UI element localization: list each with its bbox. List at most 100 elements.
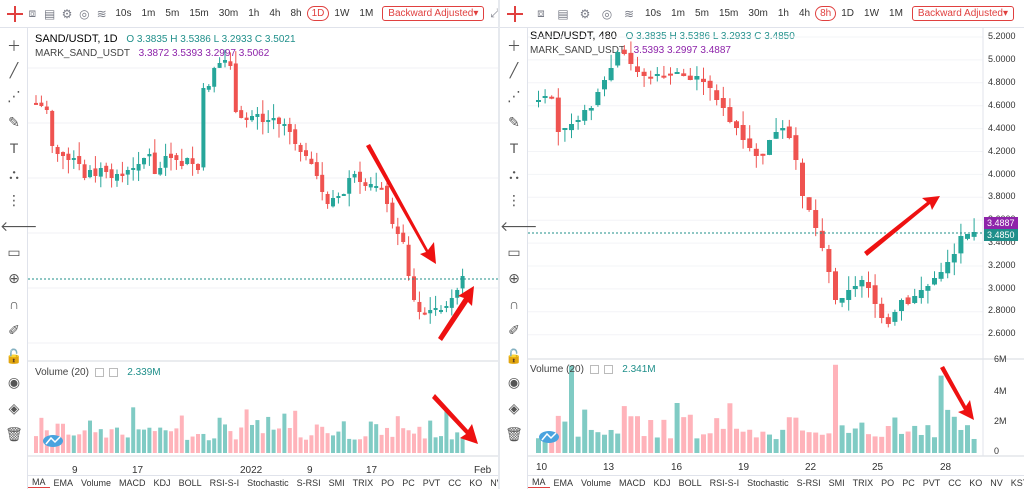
indicator-trix[interactable]: TRIX xyxy=(352,477,374,488)
indicator-kdj[interactable]: KDJ xyxy=(153,477,171,488)
interval-1w[interactable]: 1W xyxy=(864,8,880,19)
indicator-nv[interactable]: NV xyxy=(990,477,1003,488)
indicator-po[interactable]: PO xyxy=(381,477,395,488)
indicator-stochastic[interactable]: Stochastic xyxy=(247,477,289,488)
brush-icon[interactable]: ✎ xyxy=(8,114,20,130)
trash-icon[interactable]: 🗑 xyxy=(5,426,23,442)
back-arrow-icon[interactable]: 🡐 xyxy=(0,218,38,234)
interval-15m[interactable]: 15m xyxy=(718,8,739,19)
back-arrow-icon[interactable]: 🡐 xyxy=(500,218,538,234)
eye-icon[interactable]: ◉ xyxy=(507,374,521,390)
interval-15m[interactable]: 15m xyxy=(189,8,209,19)
indicator-ema[interactable]: EMA xyxy=(53,477,74,488)
trend-line-icon[interactable]: ╱ xyxy=(509,62,519,78)
indicator-nv[interactable]: NV xyxy=(490,477,500,488)
measure-icon[interactable]: ⋮ xyxy=(507,192,521,208)
indicator-cc[interactable]: CC xyxy=(948,477,962,488)
indicator-pvt[interactable]: PVT xyxy=(422,477,441,488)
indicator-boll[interactable]: BOLL xyxy=(678,477,702,488)
adjust-dropdown[interactable]: Backward Adjusted▾ xyxy=(382,6,485,21)
lock-icon[interactable]: 🔓 xyxy=(505,348,523,364)
expand-icon[interactable]: ⤢ xyxy=(490,6,500,20)
indicator-stochastic[interactable]: Stochastic xyxy=(747,477,789,488)
layers-icon[interactable]: ◈ xyxy=(508,400,520,416)
interval-4h[interactable]: 4h xyxy=(798,8,811,19)
calendar-icon[interactable]: ⧈ xyxy=(28,6,37,20)
eye-icon[interactable]: ◉ xyxy=(7,374,21,390)
lock-pencil-icon[interactable]: ✐ xyxy=(508,322,520,338)
indicator-pvt[interactable]: PVT xyxy=(922,477,941,488)
indicator-trix[interactable]: TRIX xyxy=(852,477,874,488)
interval-5m[interactable]: 5m xyxy=(695,8,709,19)
crosshair-logo-icon[interactable] xyxy=(0,0,24,28)
indicator-ko[interactable]: KO xyxy=(469,477,483,488)
interval-4h[interactable]: 4h xyxy=(269,8,281,19)
interval-1w[interactable]: 1W xyxy=(334,8,350,19)
indicator-kdj[interactable]: KDJ xyxy=(653,477,671,488)
zoom-icon[interactable]: ⊕ xyxy=(8,270,20,286)
indicator-smi[interactable]: SMI xyxy=(328,477,345,488)
eye-off-icon[interactable]: ◎ xyxy=(601,6,613,21)
settings-icon[interactable]: ⚙ xyxy=(579,6,591,21)
indicator-smi[interactable]: SMI xyxy=(828,477,845,488)
indicator-boll[interactable]: BOLL xyxy=(178,477,202,488)
eye-toggle-icon[interactable] xyxy=(589,364,599,374)
indicator-volume[interactable]: Volume xyxy=(581,477,612,488)
indicator-kst[interactable]: KST xyxy=(1010,477,1024,488)
trash-icon[interactable]: 🗑 xyxy=(505,426,523,442)
indicator-s-rsi[interactable]: S-RSI xyxy=(296,477,321,488)
interval-1m[interactable]: 1m xyxy=(141,8,156,19)
indicator-ema[interactable]: EMA xyxy=(553,477,574,488)
ruler-icon[interactable]: ▭ xyxy=(507,244,521,260)
interval-1h[interactable]: 1h xyxy=(777,8,789,19)
crosshair-icon[interactable]: ＋ xyxy=(507,38,521,54)
interval-1d[interactable]: 1D xyxy=(306,6,330,21)
pane-divider[interactable] xyxy=(498,0,501,489)
brush-icon[interactable]: ✎ xyxy=(508,114,520,130)
interval-1m[interactable]: 1M xyxy=(359,8,374,19)
close-icon[interactable] xyxy=(604,364,614,374)
indicator-ko[interactable]: KO xyxy=(969,477,983,488)
settings-icon[interactable]: ⚙ xyxy=(61,6,73,21)
adjust-dropdown[interactable]: Backward Adjusted▾ xyxy=(911,6,1014,21)
magnet-icon[interactable]: ∩ xyxy=(8,296,20,312)
interval-30m[interactable]: 30m xyxy=(748,8,768,19)
interval-8h[interactable]: 8h xyxy=(815,6,837,21)
interval-1h[interactable]: 1h xyxy=(248,8,260,19)
text-icon[interactable]: T xyxy=(9,140,19,156)
indicator-rsi-s-i[interactable]: RSI-S-I xyxy=(209,477,240,488)
indicator-po[interactable]: PO xyxy=(881,477,895,488)
indicator-ma[interactable]: MA xyxy=(28,477,50,488)
calendar-icon[interactable]: ⧈ xyxy=(537,6,545,20)
interval-8h[interactable]: 8h xyxy=(290,8,302,19)
interval-10s[interactable]: 10s xyxy=(645,8,662,19)
left-candle-chart[interactable] xyxy=(28,28,498,489)
ruler-icon[interactable]: ▭ xyxy=(7,244,21,260)
interval-1m[interactable]: 1M xyxy=(889,8,903,19)
indicator-volume[interactable]: Volume xyxy=(81,477,112,488)
fib-icon[interactable]: ⋰ xyxy=(7,88,21,104)
indicator-cc[interactable]: CC xyxy=(448,477,462,488)
pattern-icon[interactable]: ⛬ xyxy=(509,166,519,182)
magnet-icon[interactable]: ∩ xyxy=(508,296,520,312)
layers-icon[interactable]: ◈ xyxy=(8,400,20,416)
interval-5m[interactable]: 5m xyxy=(165,8,180,19)
indicator-pc[interactable]: PC xyxy=(902,477,915,488)
crosshair-icon[interactable]: ＋ xyxy=(7,38,21,54)
indicator-icon[interactable]: ▤ xyxy=(44,6,56,21)
lock-icon[interactable]: 🔓 xyxy=(5,348,23,364)
interval-1m[interactable]: 1m xyxy=(671,8,686,19)
lines-icon[interactable]: ≋ xyxy=(96,6,107,21)
lock-pencil-icon[interactable]: ✐ xyxy=(8,322,20,338)
text-icon[interactable]: T xyxy=(509,140,519,156)
crosshair-logo-icon[interactable] xyxy=(500,0,530,28)
measure-icon[interactable]: ⋮ xyxy=(7,192,21,208)
interval-10s[interactable]: 10s xyxy=(115,8,132,19)
eye-off-icon[interactable]: ◎ xyxy=(79,6,90,21)
indicator-pc[interactable]: PC xyxy=(402,477,415,488)
indicator-macd[interactable]: MACD xyxy=(619,477,646,488)
indicator-macd[interactable]: MACD xyxy=(119,477,146,488)
fib-icon[interactable]: ⋰ xyxy=(507,88,521,104)
lines-icon[interactable]: ≋ xyxy=(623,6,635,21)
trend-line-icon[interactable]: ╱ xyxy=(9,62,19,78)
